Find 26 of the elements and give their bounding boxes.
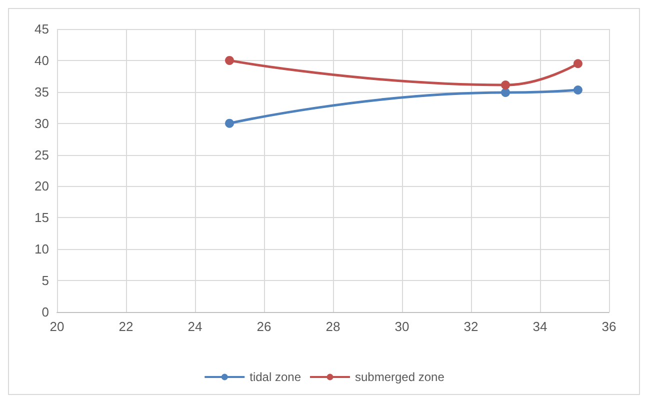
point	[573, 59, 582, 68]
x-tick-label: 34	[532, 319, 548, 334]
y-tick-label: 25	[34, 147, 49, 162]
point	[501, 80, 510, 90]
y-tick-label: 0	[42, 304, 49, 320]
x-tick-label: 32	[464, 319, 478, 334]
point	[225, 56, 234, 65]
y-tick-label: 5	[42, 273, 49, 288]
y-tick-label: 45	[34, 22, 49, 36]
x-tick-label: 24	[188, 319, 202, 334]
point	[573, 86, 582, 94]
point	[501, 88, 510, 98]
x-tick-label: 30	[394, 319, 410, 334]
y-tick-label: 40	[34, 52, 49, 68]
legend-label: tidal zone	[250, 370, 302, 384]
x-tick-label: 26	[256, 319, 272, 334]
x-tick-label: 36	[602, 319, 616, 334]
x-tick-label: 22	[118, 319, 134, 334]
legend-label: submerged zone	[354, 370, 445, 384]
y-tick-label: 35	[34, 84, 49, 100]
x-tick-label: 28	[326, 319, 340, 334]
y-tick-label: 15	[34, 210, 49, 226]
point	[225, 118, 234, 128]
y-tick-label: 30	[34, 116, 49, 131]
y-tick-label: 20	[34, 178, 49, 194]
y-tick-label: 10	[34, 242, 49, 257]
